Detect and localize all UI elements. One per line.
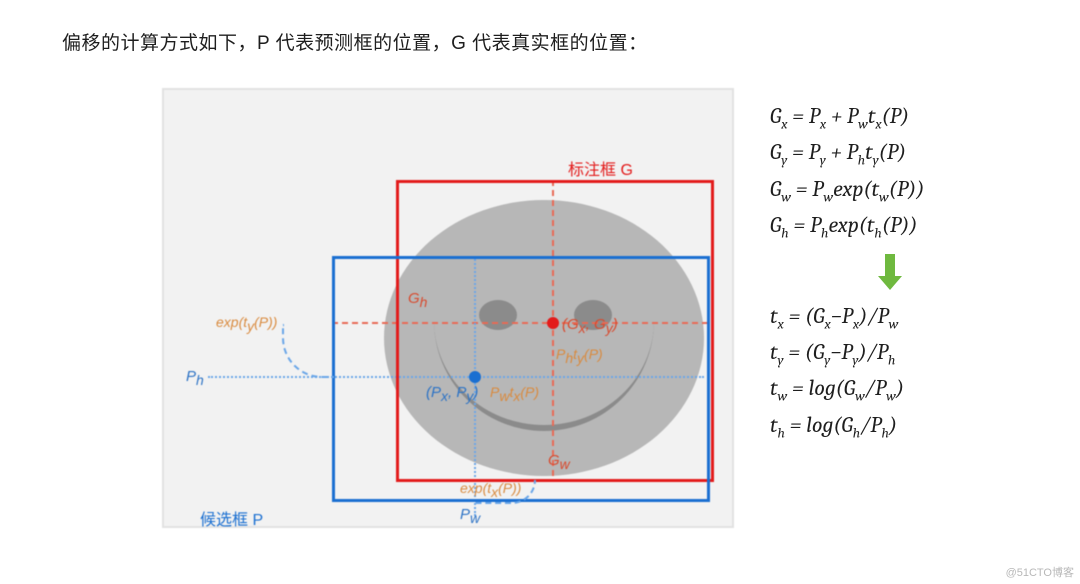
label-gh: Gh [408,290,427,310]
eq-tx: tx = (Gx−Px)/Pw [770,300,1070,334]
label-ph: Ph [186,368,204,388]
eq-gx: Gx = Px + Pwtx(P) [770,100,1070,134]
arrow-down-icon [878,254,902,290]
diagram-panel: 标注框 G 候选框 P Gh (Gx, Gy) Gw Ph (Px, Py) P… [162,88,734,528]
page-root: 偏移的计算方式如下，P 代表预测框的位置，G 代表真实框的位置： 标注框 G 候… [0,0,1080,584]
label-expty: exp(ty(P)) [216,314,277,334]
eq-gw: Gw = Pwexp(tw(P)) [770,173,1070,207]
label-gw: Gw [548,452,570,472]
curve-ty [282,324,334,378]
eq-ty: ty = (Gy−Py)/Ph [770,336,1070,370]
header-text: 偏移的计算方式如下，P 代表预测框的位置，G 代表真实框的位置： [62,28,648,55]
box-p-title: 候选框 P [200,506,263,530]
label-pw: Pw [460,506,480,526]
g-center-dot [547,317,559,329]
eq-tw: tw = log(Gw/Pw) [770,372,1070,406]
label-phty: Phty(P) [556,346,603,366]
eq-gy: Gy = Py + Phty(P) [770,136,1070,170]
proposal-box [332,256,710,502]
p-center-dot [469,371,481,383]
watermark-text: @51CTO博客 [1006,564,1074,580]
label-pwtx: Pwtx(P) [490,384,539,404]
eq-th: th = log(Gh/Ph) [770,409,1070,443]
formula-column: Gx = Px + Pwtx(P) Gy = Py + Phty(P) Gw =… [770,100,1070,445]
label-pcenter: (Px, Py) [426,384,478,404]
eq-gh: Gh = Phexp(th(P)) [770,209,1070,243]
box-g-title: 标注框 G [568,156,633,180]
label-gcenter: (Gx, Gy) [562,316,618,336]
